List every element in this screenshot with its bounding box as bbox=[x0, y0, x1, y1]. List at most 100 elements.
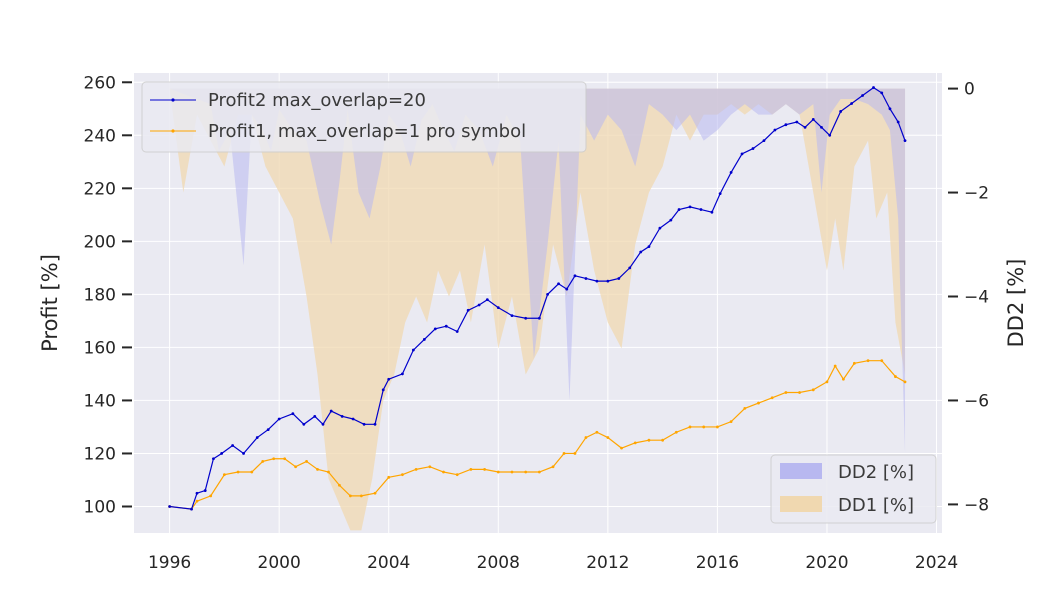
profit1-line-point bbox=[688, 425, 692, 429]
profit2-line-point bbox=[669, 218, 673, 222]
profit2-line-point bbox=[677, 208, 681, 211]
legend-profit1-marker bbox=[171, 129, 175, 133]
profit1-line-point bbox=[584, 436, 588, 439]
profit1-line-point bbox=[702, 425, 706, 429]
profit2-line-point bbox=[329, 409, 333, 413]
profit1-line-point bbox=[496, 470, 500, 474]
profit1-line-point bbox=[283, 457, 287, 461]
profit2-line-point bbox=[839, 110, 843, 113]
profit1-line-point bbox=[841, 377, 845, 381]
profit2-line-point bbox=[466, 308, 470, 312]
profit1-line-point bbox=[595, 430, 599, 434]
profit2-line-point bbox=[242, 452, 245, 455]
legend-lines-box bbox=[141, 81, 587, 153]
x-tick-label: 2016 bbox=[696, 553, 739, 573]
profit2-line-point bbox=[401, 372, 404, 376]
profit2-line-point bbox=[880, 91, 884, 95]
profit2-line-point bbox=[584, 277, 588, 280]
legend-lines: Profit2 max_overlap=20 Profit1, max_over… bbox=[141, 81, 587, 153]
profit1-line-point bbox=[825, 380, 829, 384]
profit1-line-point bbox=[327, 470, 330, 474]
profit1-line-point bbox=[880, 359, 884, 363]
profit1-line-point bbox=[674, 430, 678, 434]
dd2-area bbox=[169, 88, 906, 453]
profit1-line-point bbox=[294, 465, 297, 469]
profit2-line-point bbox=[647, 245, 651, 249]
profit1-line-point bbox=[442, 470, 445, 474]
profit1-line-point bbox=[236, 470, 240, 474]
profit1-line-point bbox=[348, 494, 352, 498]
profit2-line-point bbox=[617, 277, 621, 280]
profit2-line-point bbox=[639, 250, 643, 254]
profit1-line-point bbox=[866, 359, 870, 363]
x-tick-label: 2020 bbox=[805, 553, 848, 573]
y2-tick-label: −8 bbox=[964, 495, 989, 515]
profit2-line-point bbox=[573, 274, 577, 278]
profit2-line-point bbox=[351, 417, 355, 421]
y-tick-label: 120 bbox=[84, 444, 116, 464]
profit2-line-point bbox=[255, 436, 259, 439]
profit1-line-point bbox=[562, 452, 566, 455]
profit2-line-point bbox=[362, 422, 366, 426]
profit1-line-point bbox=[606, 436, 610, 439]
profit1-line-point bbox=[305, 460, 308, 463]
profit2-line-point bbox=[628, 266, 632, 270]
profit2-line-point bbox=[546, 292, 549, 296]
y2-axis-ticks: 0 −2 −4 −6 −8 bbox=[948, 80, 989, 515]
profit2-line-point bbox=[231, 444, 235, 447]
legend-profit2-marker bbox=[171, 98, 175, 102]
y-tick-label: 260 bbox=[84, 73, 116, 93]
profit2-line-point bbox=[455, 330, 459, 333]
profit2-line-point bbox=[557, 282, 560, 286]
profit2-line-point bbox=[751, 147, 755, 150]
profit2-line-point bbox=[444, 324, 448, 328]
profit1-line-point bbox=[524, 470, 528, 474]
legend-dd1-label: DD1 [%] bbox=[838, 495, 914, 516]
profit2-line-point bbox=[220, 452, 224, 455]
x-axis-ticks: 1996 2000 2004 2008 2012 2016 2020 2024 bbox=[148, 553, 958, 573]
profit2-line-point bbox=[688, 205, 692, 209]
y-tick-label: 160 bbox=[84, 338, 116, 358]
x-tick-label: 2004 bbox=[367, 553, 410, 573]
profit2-line-point bbox=[718, 192, 722, 196]
y2-tick-label: −4 bbox=[964, 288, 989, 308]
profit1-line-point bbox=[428, 465, 432, 469]
profit2-line-point bbox=[195, 491, 199, 495]
profit1-line-point bbox=[373, 491, 377, 495]
y-tick-label: 200 bbox=[84, 232, 116, 252]
profit1-line-point bbox=[573, 452, 577, 455]
profit2-line-point bbox=[784, 123, 788, 127]
profit1-line-point bbox=[272, 457, 276, 461]
profit1-line-point bbox=[401, 473, 404, 477]
profit2-line-point bbox=[266, 428, 270, 431]
profit-lines bbox=[168, 86, 907, 511]
legend-profit1-label: Profit1, max_overlap=1 pro symbol bbox=[208, 121, 526, 142]
profit1-line-point bbox=[798, 391, 801, 394]
y-tick-label: 180 bbox=[84, 285, 116, 305]
profit2-line-point bbox=[903, 139, 907, 143]
profit2-line-point bbox=[433, 327, 437, 331]
profit2-line-point bbox=[850, 102, 854, 105]
profit2-line-point bbox=[828, 133, 832, 137]
x-tick-label: 1996 bbox=[148, 553, 191, 573]
profit2-line-point bbox=[537, 316, 541, 320]
x-tick-label: 2012 bbox=[586, 553, 629, 573]
profit1-line-point bbox=[359, 494, 363, 498]
profit2-line-point bbox=[373, 422, 377, 426]
profit1-line-point bbox=[250, 470, 254, 474]
x-tick-label: 2024 bbox=[915, 553, 958, 573]
profit2-line-point bbox=[606, 279, 610, 283]
profit2-line-point bbox=[710, 210, 714, 214]
profit2-line-point bbox=[340, 414, 344, 418]
profit1-line-point bbox=[483, 467, 486, 471]
profit2-line-point bbox=[411, 348, 415, 352]
legend-dd2-label: DD2 [%] bbox=[838, 462, 914, 483]
profit2-line-point bbox=[729, 171, 733, 174]
y2-tick-label: 0 bbox=[964, 80, 975, 100]
x-tick-label: 2000 bbox=[258, 553, 301, 573]
profit1-line-point bbox=[770, 396, 774, 400]
profit2-line-point bbox=[565, 287, 569, 291]
profit1-line-point bbox=[455, 473, 459, 477]
profit1-line-point bbox=[716, 425, 719, 429]
